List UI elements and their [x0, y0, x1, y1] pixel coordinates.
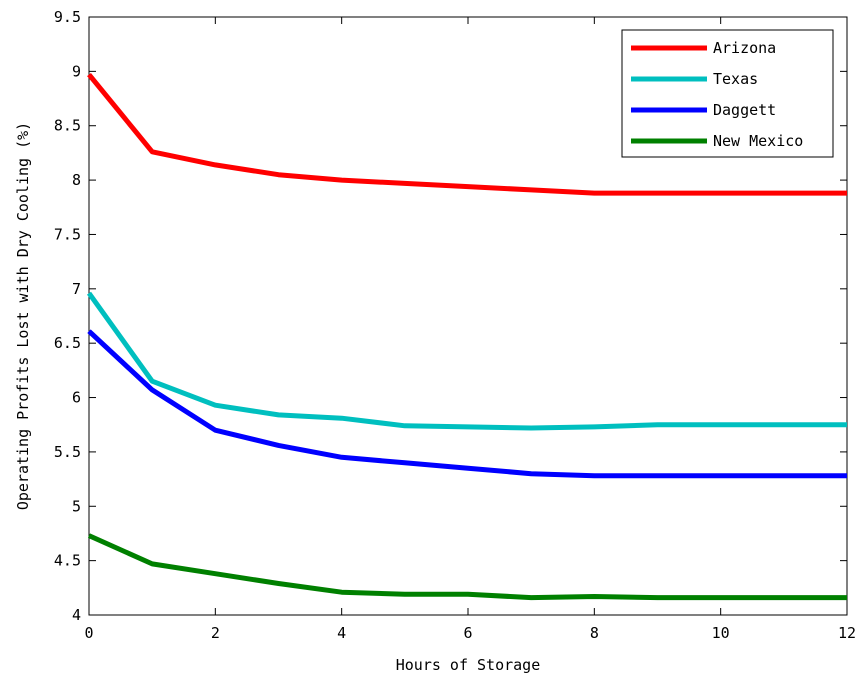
series-line-new-mexico [87, 533, 847, 601]
y-tick-label: 5.5 [54, 443, 81, 461]
y-tick-label: 4 [72, 606, 81, 624]
y-tick-label: 8 [72, 171, 81, 189]
y-tick-label: 6 [72, 389, 81, 407]
x-tick-label: 2 [211, 624, 220, 642]
x-tick-label: 0 [84, 624, 93, 642]
y-tick-label: 7.5 [54, 225, 81, 243]
y-tick-label: 5 [72, 497, 81, 515]
legend-label: Texas [713, 70, 758, 88]
x-tick-label: 12 [838, 624, 856, 642]
x-tick-label: 4 [337, 624, 346, 642]
y-tick-label: 8.5 [54, 117, 81, 135]
legend-label: Arizona [713, 39, 776, 57]
y-tick-label: 9.5 [54, 8, 81, 26]
y-axis-label: Operating Profits Lost with Dry Cooling … [14, 122, 32, 510]
series-line-arizona [87, 73, 847, 196]
x-tick-label: 6 [463, 624, 472, 642]
y-tick-label: 9 [72, 62, 81, 80]
series-line-daggett [87, 329, 847, 479]
y-tick-label: 7 [72, 280, 81, 298]
series-lines [86, 73, 847, 601]
legend-box [621, 29, 834, 158]
axis-ticks: 0 2 4 6 8 10 12 4 4.5 5 5.5 6 6.5 7 7.5 8 8.5 9 9.5 [54, 8, 856, 642]
series-line-texas [86, 291, 847, 431]
legend-label: New Mexico [713, 132, 803, 150]
legend-label: Daggett [713, 101, 776, 119]
x-tick-label: 8 [590, 624, 599, 642]
y-tick-label: 6.5 [54, 334, 81, 352]
x-axis-label: Hours of Storage [396, 656, 541, 674]
y-tick-label: 4.5 [54, 552, 81, 570]
x-tick-label: 10 [712, 624, 730, 642]
legend: Arizona Texas Daggett New Mexico [621, 29, 834, 158]
